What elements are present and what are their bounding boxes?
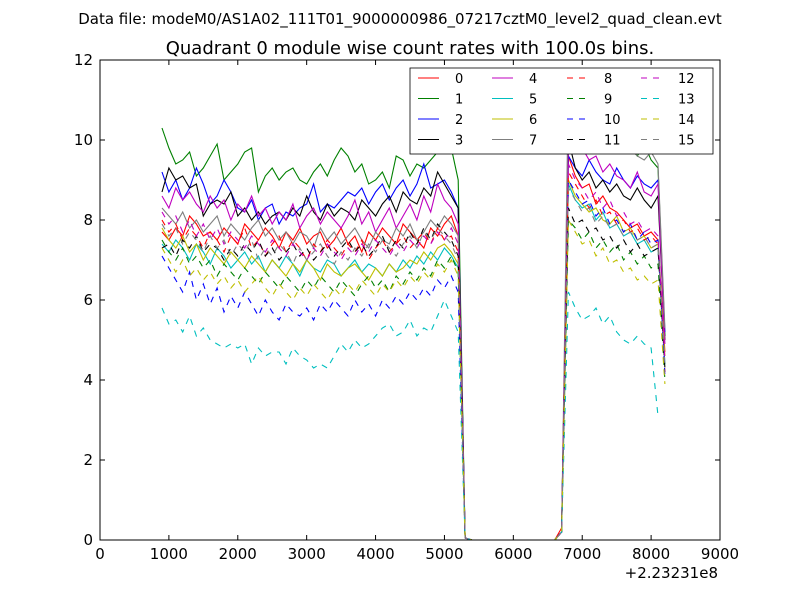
legend-label-12: 12	[678, 72, 695, 87]
x-tick-label: 3000	[288, 545, 326, 563]
legend-label-13: 13	[678, 93, 695, 108]
legend-label-1: 1	[455, 93, 463, 108]
series-layer	[161, 82, 666, 540]
legend-label-15: 15	[678, 134, 695, 149]
x-tick-label: 1000	[150, 545, 188, 563]
legend-label-3: 3	[455, 134, 463, 149]
legend-label-8: 8	[604, 72, 612, 87]
x-tick-label: 2000	[219, 545, 257, 563]
series-line-11	[161, 207, 666, 540]
legend-label-6: 6	[529, 113, 537, 128]
y-tick-label: 4	[83, 371, 93, 389]
y-tick-label: 10	[74, 131, 93, 149]
series-line-10	[161, 178, 666, 540]
legend-label-0: 0	[455, 72, 463, 87]
legend-label-4: 4	[529, 72, 537, 87]
series-line-6	[161, 179, 666, 540]
legend-label-5: 5	[529, 93, 537, 108]
x-tick-label: 7000	[563, 545, 601, 563]
x-tick-label: 4000	[356, 545, 394, 563]
axis-ticks: 0 1000 2000 3000 4000 5000 6000 7000 8000 9000 0 2 4…	[74, 51, 739, 563]
y-tick-label: 2	[83, 451, 93, 469]
legend-label-2: 2	[455, 113, 463, 128]
legend-label-14: 14	[678, 113, 695, 128]
x-tick-label: 9000	[701, 545, 739, 563]
y-tick-label: 0	[83, 531, 93, 549]
plot-frame	[99, 59, 721, 541]
legend-label-7: 7	[529, 134, 537, 149]
x-offset-label: +2.23231e8	[625, 564, 718, 582]
legend-box	[409, 67, 714, 155]
x-tick-label: 8000	[632, 545, 670, 563]
legend-label-9: 9	[604, 93, 612, 108]
chart-title: Quadrant 0 module wise count rates with …	[166, 38, 655, 59]
x-tick-label: 0	[95, 545, 105, 563]
y-tick-label: 8	[83, 211, 93, 229]
data-file-label: Data file: modeM0/AS1A02_111T01_90000009…	[78, 10, 722, 29]
x-tick-label: 6000	[494, 545, 532, 563]
x-tick-label: 5000	[425, 545, 463, 563]
legend-label-10: 10	[604, 113, 621, 128]
series-line-15	[161, 186, 666, 540]
y-tick-label: 6	[83, 291, 93, 309]
y-tick-label: 12	[74, 51, 93, 69]
series-line-12	[161, 163, 666, 540]
series-line-14	[161, 218, 666, 540]
series-line-9	[161, 218, 666, 540]
legend-label-11: 11	[604, 134, 621, 149]
